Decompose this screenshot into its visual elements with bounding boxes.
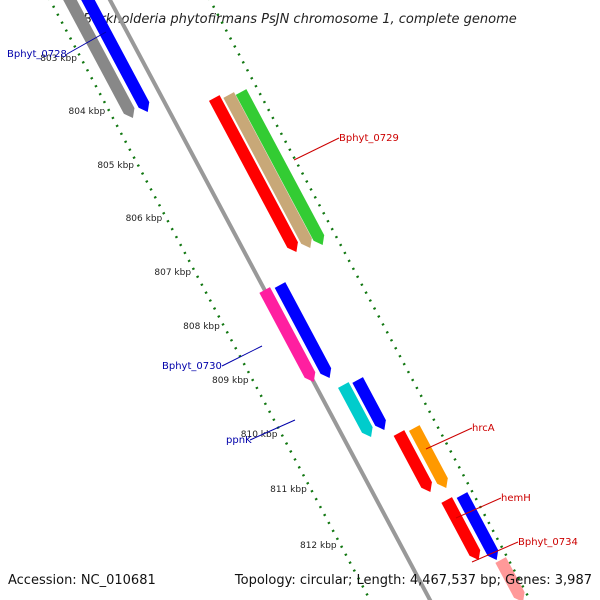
gene-block-blue-0730 [274, 282, 332, 378]
gene-block-hrca [408, 425, 448, 488]
gene-label: Bphyt_0730 [162, 361, 222, 372]
gene-label: hrcA [472, 423, 495, 434]
gene-label: Bphyt_0734 [518, 537, 578, 548]
gene-block-gray [63, 0, 135, 118]
gene-label-leader [221, 345, 263, 367]
gene-label-leader [425, 427, 473, 450]
gene-block-red-hrca [393, 430, 432, 492]
gene-label-leader [471, 541, 519, 563]
gc-skew-track [208, 0, 532, 600]
tick-label: 803 kbp [40, 54, 77, 64]
gene-label: ppnK [226, 435, 252, 446]
tick-label: 807 kbp [154, 268, 191, 278]
gene-label-leader [66, 31, 107, 55]
gene-block-hemh [441, 497, 481, 560]
gene-label: hemH [501, 493, 531, 504]
tick-label: 810 kbp [241, 430, 278, 440]
gene-block-blue-ppnk [352, 377, 386, 430]
gene-block-bphyt-0730 [259, 287, 316, 382]
tick-label: 812 kbp [300, 541, 337, 551]
gene-block-tan [223, 92, 312, 248]
accession-info: Accession: NC_010681 [8, 573, 156, 588]
gene-label-leader [293, 137, 340, 161]
map-title: Burkholderia phytofirmans PsJN chromosom… [83, 12, 517, 27]
gene-block-bphyt-0734 [495, 557, 525, 600]
gene-label: Bphyt_0729 [339, 133, 399, 144]
gene-label-leader [455, 497, 502, 519]
gene-label-leader [249, 419, 296, 441]
gene-block-bphyt-0728 [81, 0, 150, 112]
tick-label: 809 kbp [212, 376, 249, 386]
topology-info: Topology: circular; Length: 4,467,537 bp… [234, 573, 592, 588]
gene-block-red-0729 [208, 95, 298, 252]
tick-label: 806 kbp [126, 214, 163, 224]
tick-label: 804 kbp [69, 107, 106, 117]
tick-label: 811 kbp [270, 485, 307, 495]
gene-block-green [235, 89, 325, 245]
gene-label: Bphyt_0728 [7, 49, 67, 60]
tick-label: 805 kbp [97, 161, 134, 171]
gc-content-track [48, 0, 372, 600]
gene-block-blue-hemh [456, 492, 499, 560]
tick-label: 808 kbp [183, 322, 220, 332]
gene-block-ppnk [338, 382, 373, 437]
